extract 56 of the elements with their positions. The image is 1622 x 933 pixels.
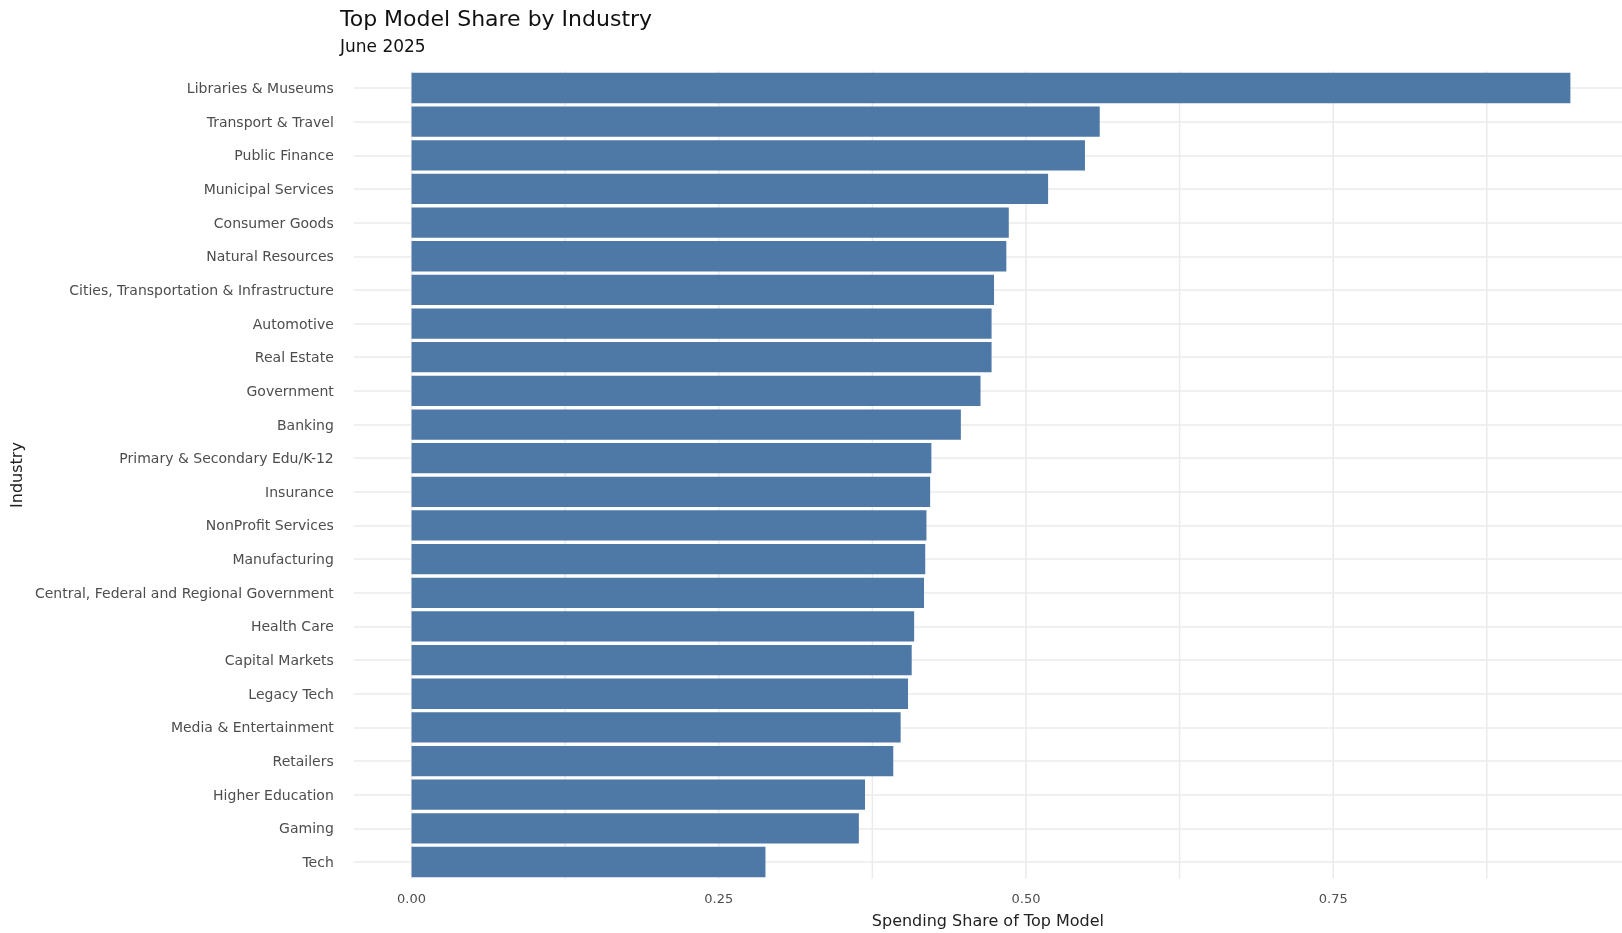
y-tick-label: Municipal Services [203, 180, 334, 197]
y-tick-label: Legacy Tech [248, 685, 334, 702]
bar [411, 409, 961, 440]
bar [411, 779, 866, 810]
y-tick-label: Insurance [265, 483, 334, 500]
bar [411, 140, 1085, 171]
bar [411, 611, 915, 642]
bar [411, 375, 981, 407]
bar [411, 443, 932, 474]
bar [411, 813, 859, 844]
y-tick-label: Banking [276, 416, 334, 433]
y-tick-label: Health Care [250, 618, 334, 635]
x-tick-label: 0.50 [1011, 891, 1041, 906]
y-tick-label: Capital Markets [224, 652, 334, 669]
bar [411, 241, 1007, 272]
y-tick-label: Cities, Transportation & Infrastructure [69, 281, 334, 298]
bar [411, 106, 1100, 137]
bar [411, 745, 894, 777]
bar [411, 678, 909, 709]
y-tick-label: Consumer Goods [213, 214, 334, 231]
y-tick-label: Natural Resources [206, 248, 334, 265]
y-tick-label: Tech [301, 854, 334, 870]
x-axis-title: Spending Share of Top Model [871, 910, 1104, 930]
y-tick-label: Real Estate [254, 349, 334, 366]
y-tick-label: Transport & Travel [205, 113, 334, 130]
y-tick-label: Public Finance [234, 147, 334, 164]
x-tick-label: 0.75 [1318, 891, 1348, 906]
bar [411, 274, 995, 306]
bar [411, 72, 1571, 104]
y-tick-label: Primary & Secondary Edu/K-12 [119, 450, 334, 467]
bar [411, 510, 927, 541]
chart-title: Top Model Share by Industry [339, 5, 653, 31]
y-tick-label: Government [246, 382, 335, 399]
bar [411, 476, 931, 507]
y-axis-title: Industry [6, 442, 26, 508]
y-tick-label: NonProfit Services [205, 517, 334, 534]
bar [411, 846, 766, 878]
bar [411, 173, 1049, 205]
y-tick-label: Automotive [252, 315, 334, 332]
bar [411, 308, 992, 339]
bar [411, 543, 926, 575]
y-tick-label: Libraries & Museums [186, 80, 334, 96]
y-tick-label: Central, Federal and Regional Government [34, 584, 335, 601]
bar [411, 712, 901, 743]
y-tick-label: Gaming [279, 820, 334, 837]
chart-subtitle: June 2025 [339, 35, 426, 56]
bar [411, 644, 912, 676]
y-tick-label: Media & Entertainment [170, 719, 335, 736]
bar [411, 207, 1009, 238]
bar [411, 342, 992, 373]
x-tick-label: 0.00 [397, 891, 427, 906]
bar [411, 577, 924, 608]
y-tick-label: Retailers [272, 753, 334, 770]
y-tick-label: Higher Education [213, 786, 334, 803]
x-tick-label: 0.25 [704, 891, 734, 906]
y-tick-label: Manufacturing [232, 551, 334, 568]
